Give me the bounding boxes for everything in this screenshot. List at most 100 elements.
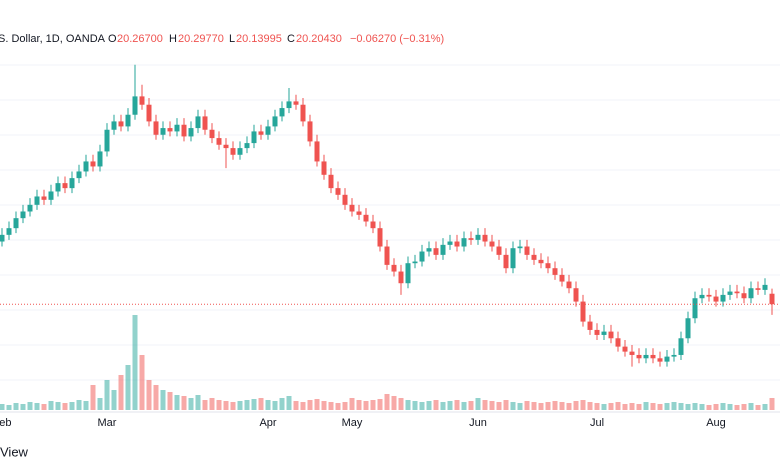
candle-body [440,244,446,255]
low-label: L [229,33,235,45]
volume-bar [6,405,12,410]
volume-bar [461,402,467,410]
volume-bar [657,404,663,410]
candle-body [482,234,488,242]
candle-body [34,196,40,205]
candle-body [237,148,243,155]
volume-bar [349,398,355,410]
volume-bar [27,402,33,410]
volume-bar [132,315,138,410]
volume-bar [706,405,712,410]
footer-brand: View [0,444,29,459]
candle-body [678,338,684,355]
volume-bar [104,380,110,410]
candle-body [426,248,432,252]
volume-bar [76,400,82,410]
volume-bar [440,402,446,410]
candle-body [384,246,390,265]
candle-body [349,204,355,212]
candle-body [454,241,460,247]
candle-body [580,301,586,322]
volume-bar [174,395,180,410]
volume-bar [685,404,691,410]
candle-body [629,351,635,355]
candle-body [517,246,523,249]
volume-bar [664,403,670,410]
candle-body [748,288,754,299]
candle-body [475,234,481,240]
candle-body [531,254,537,260]
volume-bar [13,403,19,410]
volume-bar [419,402,425,410]
volume-bar [342,402,348,410]
candle-body [258,131,264,135]
volume-bar [643,402,649,410]
volume-bar [755,405,761,410]
candle-body [307,121,313,142]
volume-bar [286,396,292,410]
candle-body [524,246,530,255]
candle-body [27,204,33,212]
candle-body [174,124,180,132]
candle-body [622,346,628,352]
candle-body [216,138,222,145]
volume-bar [426,401,432,410]
candle-body [447,241,453,245]
candle-body [104,129,110,152]
candle-body [76,171,82,179]
volume-bar [720,403,726,410]
candle-body [370,221,376,229]
volume-bar [475,398,481,410]
volume-bar [48,401,54,410]
candle-layer [0,64,775,367]
candle-body [321,161,327,175]
volume-bar [678,403,684,410]
candle-body [762,284,768,290]
candle-body [741,293,747,299]
volume-bar [622,404,628,410]
volume-bar [580,400,586,410]
volume-bar [552,401,558,410]
volume-bar [0,404,5,410]
volume-bar [412,401,418,410]
candle-body [412,261,418,264]
volume-bar [587,402,593,410]
volume-bar [97,398,103,410]
volume-bar [167,392,173,410]
candle-body [279,108,285,117]
volume-bar [538,403,544,410]
volume-bar [671,402,677,410]
volume-bar [90,385,96,410]
volume-bar [405,400,411,410]
candle-body [657,358,663,362]
candle-body [90,161,96,167]
candle-body [160,128,166,135]
volume-bar [181,396,187,410]
volume-bar [258,398,264,410]
volume-bar [272,401,278,410]
volume-bar [468,401,474,410]
volume-bar [489,401,495,410]
volume-bar [244,400,250,410]
candle-body [398,271,404,284]
volume-bar [496,402,502,410]
volume-bar [307,400,313,410]
candle-body [314,141,320,162]
candle-body [335,188,341,195]
candle-body [601,331,607,335]
candle-body [615,338,621,347]
candle-body [727,291,733,295]
candle-body [328,174,334,189]
volume-bar [321,401,327,410]
open-label: O [108,33,117,45]
change-value: −0.06270 (−0.31%) [350,33,444,45]
candle-body [139,96,145,105]
volume-bar [69,402,75,410]
candle-body [510,248,516,269]
volume-bar [153,385,159,410]
candle-body [489,241,495,247]
volume-bar [111,390,117,410]
x-tick-label: May [342,417,363,429]
volume-bar [377,399,383,410]
